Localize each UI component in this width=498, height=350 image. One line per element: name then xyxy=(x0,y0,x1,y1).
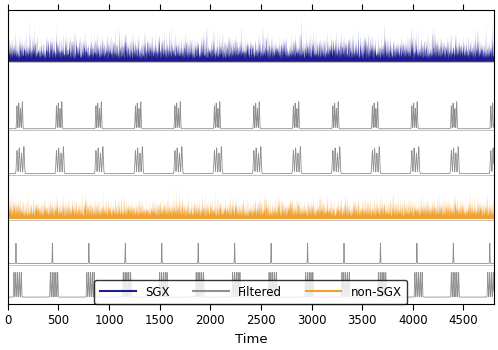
X-axis label: Time: Time xyxy=(235,333,267,346)
Legend: SGX, Filtered, non-SGX: SGX, Filtered, non-SGX xyxy=(94,280,407,304)
